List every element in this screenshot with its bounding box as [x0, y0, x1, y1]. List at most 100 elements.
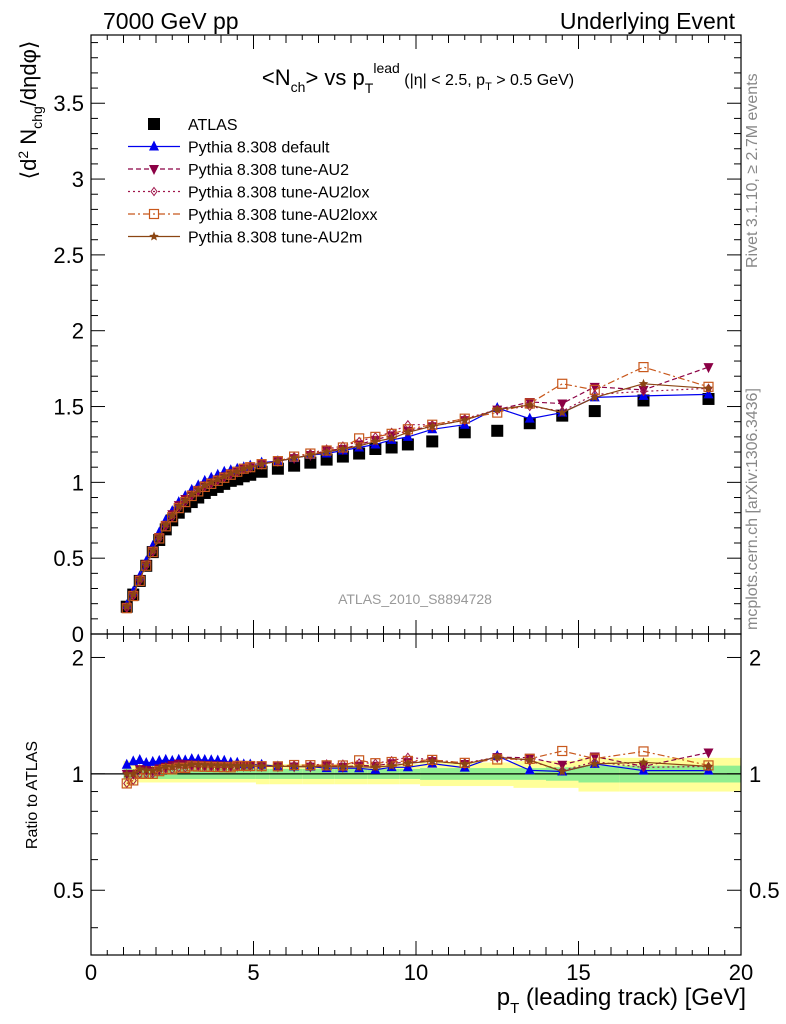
data-point-main	[273, 456, 283, 466]
data-point-main	[154, 531, 164, 541]
data-point-ratio	[121, 758, 132, 769]
y-tick-label-ratio-right: 0.5	[749, 878, 780, 903]
data-point-ratio	[305, 761, 316, 771]
data-point-main	[639, 386, 648, 397]
data-point-main	[385, 441, 398, 454]
analysis-id-watermark: ATLAS_2010_S8894728	[338, 591, 492, 607]
legend-entry-label: Pythia 8.308 tune-AU2m	[188, 230, 362, 247]
data-point-main	[492, 404, 502, 414]
data-point-main	[213, 474, 223, 484]
data-point-main	[200, 480, 210, 490]
data-point-ratio	[427, 754, 438, 766]
data-point-main	[193, 484, 203, 494]
data-point-main	[321, 447, 332, 457]
series-atlas	[120, 392, 715, 613]
data-point-ratio	[239, 761, 249, 770]
data-point-ratio	[200, 760, 210, 770]
data-point-main	[703, 363, 714, 374]
data-point-main	[288, 459, 301, 472]
data-point-ratio	[386, 760, 397, 770]
y-axis-ticks-ratio	[91, 656, 741, 929]
x-axis-ticks	[90, 35, 742, 955]
data-point-main	[135, 574, 145, 584]
energy-label: 7000 GeV pp	[103, 8, 239, 34]
data-point-ratio	[638, 757, 649, 767]
ratio-plot-frame	[90, 633, 742, 956]
ratio-series-pythia-8-308-tune-au2m	[122, 752, 714, 778]
legend-marker	[150, 186, 158, 197]
x-tick-label: 15	[566, 960, 590, 985]
data-point-ratio	[245, 761, 255, 771]
data-point-main	[557, 407, 567, 417]
data-point-ratio	[321, 761, 332, 771]
data-point-main	[703, 383, 714, 393]
data-point-main	[458, 426, 471, 439]
x-axis-title: pT (leading track) [GeV]	[497, 984, 746, 1017]
data-point-ratio	[180, 761, 190, 771]
data-point-ratio	[232, 760, 242, 770]
data-point-ratio	[289, 761, 299, 771]
data-point-ratio	[161, 761, 171, 771]
data-point-main	[187, 489, 197, 499]
legend-marker	[149, 140, 159, 151]
data-point-main	[403, 427, 413, 437]
y-tick-label-main: 1.5	[53, 395, 84, 420]
series-pythia-8-308-tune-au2lox	[123, 383, 713, 614]
data-point-ratio	[638, 746, 649, 757]
data-point-ratio	[219, 760, 229, 770]
data-point-ratio	[206, 760, 216, 770]
data-point-main	[491, 424, 504, 437]
data-point-main	[226, 468, 236, 478]
data-point-ratio	[135, 764, 145, 774]
x-tick-label: 20	[729, 960, 753, 985]
data-point-ratio	[525, 755, 535, 764]
data-point-ratio	[213, 760, 223, 770]
data-point-main	[401, 438, 414, 451]
y-tick-label-ratio: 1	[72, 762, 84, 787]
data-point-main	[427, 421, 437, 431]
data-point-main	[338, 444, 348, 453]
data-point-main	[590, 392, 600, 402]
data-point-ratio	[492, 752, 502, 762]
y-axis-ticks-main	[91, 42, 741, 635]
data-point-ratio	[354, 761, 364, 771]
data-point-main	[638, 362, 649, 373]
y-tick-label-main: 0	[72, 622, 84, 647]
data-point-main	[426, 435, 439, 448]
legend-entry-label: Pythia 8.308 tune-AU2lox	[188, 185, 369, 202]
data-point-ratio	[128, 768, 138, 778]
data-point-ratio	[403, 758, 413, 768]
y-tick-label-main: 3	[72, 167, 84, 192]
data-point-ratio	[557, 745, 568, 757]
data-point-ratio	[187, 759, 197, 769]
data-point-ratio	[141, 765, 151, 775]
data-point-ratio	[524, 753, 535, 764]
data-point-main	[141, 559, 151, 569]
y-tick-label-ratio-right: 2	[749, 645, 761, 670]
data-point-ratio	[148, 765, 158, 775]
legend-marker	[149, 231, 159, 241]
y-axis-title-main: ⟨d2 Nchg/dηdφ⟩	[15, 41, 45, 180]
data-point-ratio	[134, 754, 145, 765]
data-point-ratio	[558, 765, 566, 776]
data-point-main	[148, 545, 158, 555]
data-point-ratio	[122, 768, 132, 778]
y-tick-label-main: 3.5	[53, 91, 84, 116]
data-point-ratio	[167, 762, 177, 772]
x-tick-label: 0	[85, 960, 97, 985]
data-point-main	[386, 433, 397, 443]
data-point-main	[638, 378, 649, 388]
y-tick-label-main: 1	[72, 470, 84, 495]
data-point-main	[460, 415, 470, 425]
legend-entry-label: ATLAS	[188, 117, 238, 134]
process-label: Underlying Event	[559, 8, 735, 34]
data-point-main	[524, 412, 535, 423]
y-tick-label-main: 2	[72, 319, 84, 344]
legend-marker	[148, 208, 160, 220]
data-point-ratio	[524, 764, 535, 775]
data-point-ratio	[703, 760, 714, 771]
data-point-main	[122, 601, 132, 611]
series-pythia-8-308-tune-au2m	[122, 378, 714, 611]
data-point-main	[525, 400, 535, 410]
